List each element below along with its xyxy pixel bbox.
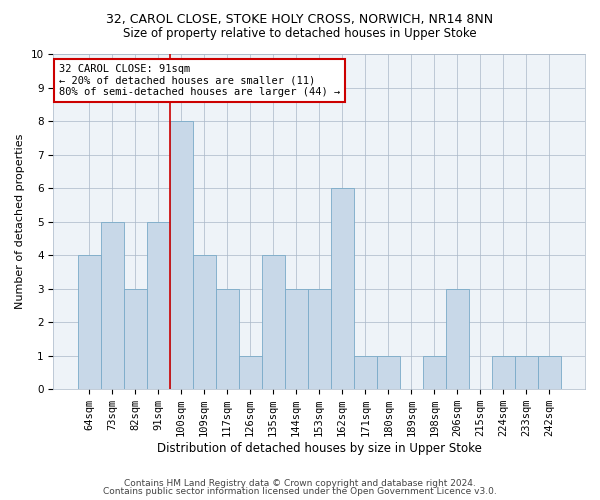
Text: 32 CAROL CLOSE: 91sqm
← 20% of detached houses are smaller (11)
80% of semi-deta: 32 CAROL CLOSE: 91sqm ← 20% of detached … — [59, 64, 340, 98]
Bar — [354, 356, 377, 389]
Text: Size of property relative to detached houses in Upper Stoke: Size of property relative to detached ho… — [123, 28, 477, 40]
Bar — [262, 255, 284, 389]
Bar — [446, 288, 469, 389]
Text: Contains public sector information licensed under the Open Government Licence v3: Contains public sector information licen… — [103, 487, 497, 496]
Bar — [193, 255, 215, 389]
Text: 32, CAROL CLOSE, STOKE HOLY CROSS, NORWICH, NR14 8NN: 32, CAROL CLOSE, STOKE HOLY CROSS, NORWI… — [106, 12, 494, 26]
Bar — [124, 288, 146, 389]
Bar — [101, 222, 124, 389]
Bar — [308, 288, 331, 389]
Bar — [423, 356, 446, 389]
X-axis label: Distribution of detached houses by size in Upper Stoke: Distribution of detached houses by size … — [157, 442, 482, 455]
Bar — [515, 356, 538, 389]
Bar — [377, 356, 400, 389]
Bar — [77, 255, 101, 389]
Y-axis label: Number of detached properties: Number of detached properties — [15, 134, 25, 310]
Bar — [492, 356, 515, 389]
Bar — [215, 288, 239, 389]
Bar — [284, 288, 308, 389]
Bar — [239, 356, 262, 389]
Bar — [331, 188, 354, 389]
Bar — [146, 222, 170, 389]
Text: Contains HM Land Registry data © Crown copyright and database right 2024.: Contains HM Land Registry data © Crown c… — [124, 478, 476, 488]
Bar — [170, 121, 193, 389]
Bar — [538, 356, 561, 389]
